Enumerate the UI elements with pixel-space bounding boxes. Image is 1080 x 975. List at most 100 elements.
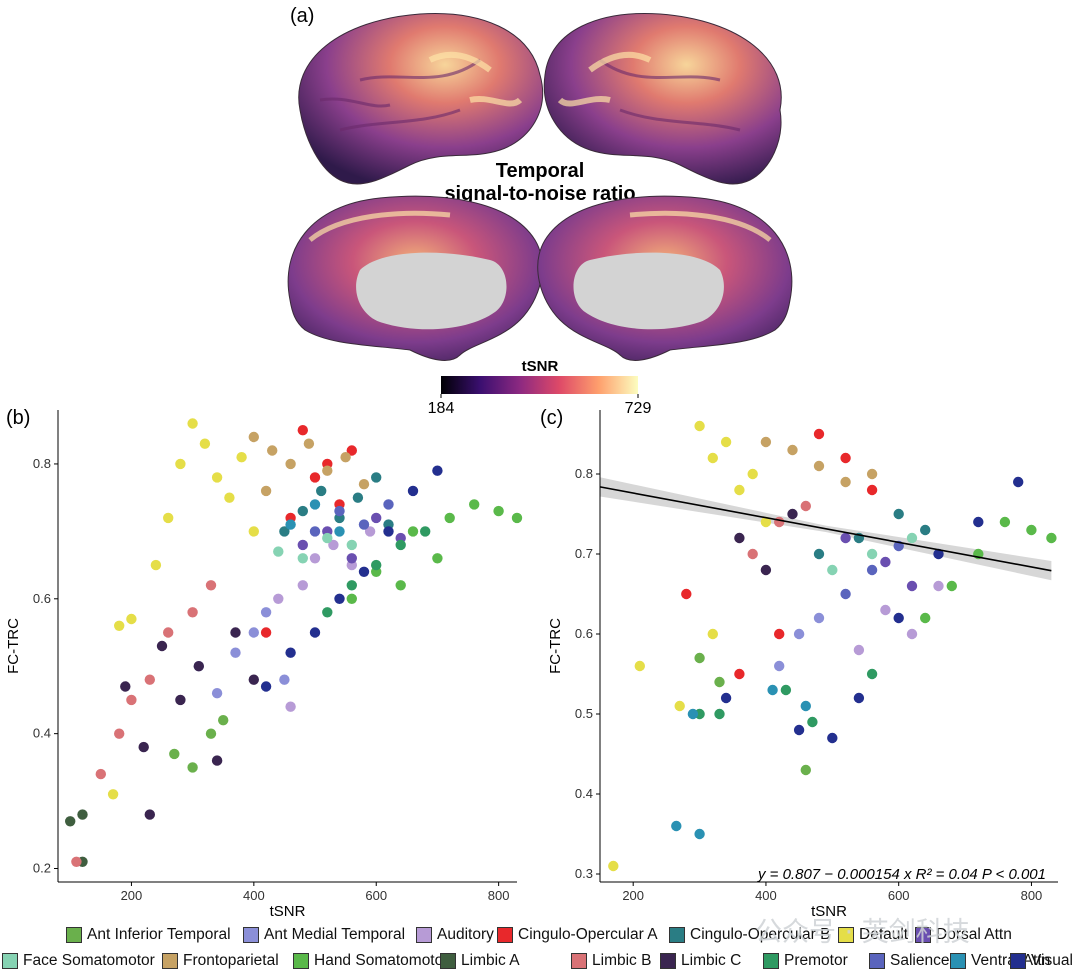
data-point: [866, 564, 878, 576]
data-point: [827, 564, 838, 576]
scatter-plot-c: 200 400 600 800 0.3 0.4 0.5 0.6 0.7 0.8 tSNR FC-TRC: [547, 410, 1058, 920]
brain-medial-left: [287, 195, 543, 361]
data-point: [224, 492, 235, 503]
legend-swatch: [1010, 953, 1026, 969]
data-point: [383, 526, 394, 537]
legend-swatch: [869, 953, 885, 969]
data-point: [1026, 524, 1037, 536]
data-point: [273, 593, 284, 604]
y-tick-label: 0.3: [575, 866, 593, 881]
regression-line: [599, 486, 1052, 572]
data-point: [933, 580, 944, 592]
legend-swatch: [950, 953, 966, 969]
data-point: [138, 741, 149, 753]
legend-swatch: [571, 953, 587, 969]
data-point: [285, 647, 296, 658]
colorbar-min: 184: [428, 400, 455, 417]
colorbar: [441, 376, 638, 394]
y-tick-label: 0.6: [575, 626, 593, 641]
data-point: [734, 532, 745, 544]
data-point: [432, 465, 443, 476]
data-point: [322, 607, 333, 618]
y-tick-label: 0.5: [575, 706, 593, 721]
data-point: [866, 668, 878, 680]
data-point: [407, 526, 419, 537]
x-tick-label: 600: [888, 888, 910, 903]
legend-item: Limbic A: [440, 952, 520, 970]
legend-swatch: [2, 953, 18, 969]
data-point: [840, 476, 851, 488]
panel-c-label: (c): [540, 407, 563, 429]
data-point: [760, 516, 772, 528]
legend-swatch: [162, 953, 178, 969]
y-axis-label: FC-TRC: [5, 618, 22, 674]
legend-label: Hand Somatomotor: [314, 952, 449, 969]
data-point: [999, 516, 1011, 528]
x-axis-label: tSNR: [811, 903, 847, 920]
data-point: [383, 499, 394, 510]
data-point: [793, 724, 805, 736]
data-point: [248, 526, 259, 537]
legend-item: Hand Somatomotor: [293, 952, 448, 970]
data-point: [946, 580, 957, 592]
data-point: [346, 593, 357, 604]
data-point: [187, 607, 198, 618]
data-point: [747, 548, 758, 560]
data-point: [1046, 532, 1057, 544]
panel-b-label: (b): [6, 407, 30, 429]
data-point: [346, 580, 357, 591]
legend-swatch: [243, 927, 259, 943]
y-tick-label: 0.2: [33, 861, 51, 876]
legend-item: Auditory: [416, 926, 494, 944]
panel-a-title-line2: signal-to-noise ratio: [444, 183, 635, 205]
data-point: [469, 499, 480, 510]
data-point: [634, 660, 645, 672]
data-point: [205, 728, 217, 739]
legend-label: Default: [859, 926, 909, 943]
data-point: [813, 460, 825, 472]
data-point: [150, 559, 162, 571]
y-tick-label: 0.7: [575, 546, 593, 561]
data-point: [358, 566, 370, 577]
data-point: [126, 694, 137, 706]
data-point: [866, 484, 878, 496]
data-point: [211, 472, 223, 483]
data-point: [248, 674, 259, 685]
x-tick-label: 200: [121, 888, 143, 903]
data-point: [493, 505, 504, 517]
data-point: [260, 681, 272, 692]
data-point: [95, 768, 107, 780]
data-point: [205, 580, 217, 591]
data-point: [187, 762, 198, 773]
data-point: [853, 692, 865, 704]
data-point: [175, 458, 186, 470]
data-point: [687, 708, 699, 720]
data-point: [906, 628, 918, 640]
data-point: [707, 628, 718, 640]
data-point: [334, 505, 345, 517]
data-point: [774, 516, 785, 528]
data-point: [236, 452, 247, 463]
y-tick-label: 0.4: [575, 786, 593, 801]
data-point: [774, 628, 785, 640]
data-point: [285, 701, 296, 712]
data-point: [840, 532, 851, 544]
data-point: [807, 716, 818, 728]
legend-label: Cingulo-Opercular A: [518, 926, 658, 943]
data-point: [920, 524, 931, 536]
legend-label: Visual: [1031, 952, 1073, 969]
data-point: [694, 652, 705, 664]
data-point: [840, 588, 851, 600]
scatter-plot-b: 200 400 600 800 0.2 0.4 0.6 0.8 tSNR FC-TRC: [5, 410, 523, 920]
legend-label: Face Somatomotor: [23, 952, 155, 969]
legend-swatch: [915, 927, 931, 943]
data-point: [346, 539, 357, 551]
legend-swatch: [660, 953, 676, 969]
legend-label: Ant Medial Temporal: [264, 926, 406, 943]
data-point: [827, 732, 838, 744]
legend-label: Premotor: [784, 952, 848, 969]
data-point: [346, 553, 357, 564]
data-point: [309, 526, 321, 537]
data-point: [694, 420, 705, 432]
data-point: [309, 472, 321, 483]
